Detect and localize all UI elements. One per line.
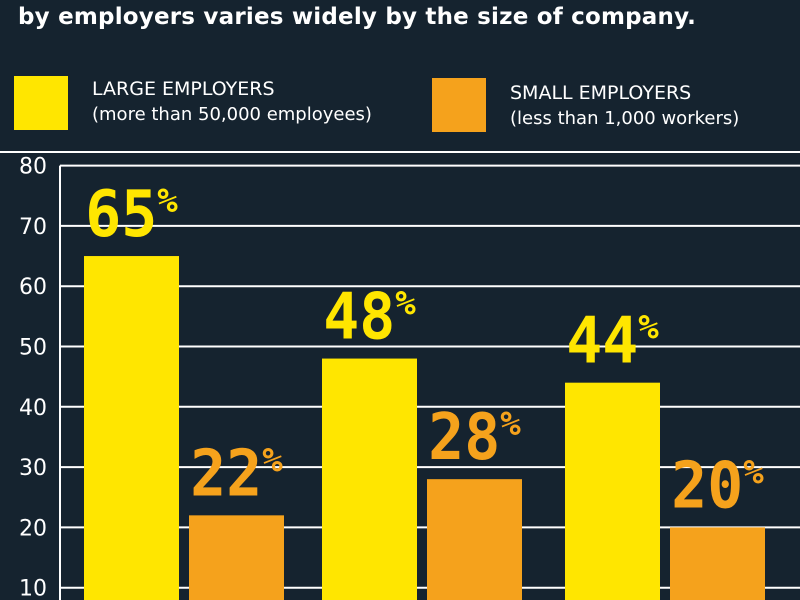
legend-swatch-small [432,78,486,132]
legend-swatch-large [14,76,68,130]
bar-large-3 [565,382,660,600]
legend-label-large: LARGE EMPLOYERS [92,78,275,100]
legend-label-small: SMALL EMPLOYERS [510,82,692,104]
data-label-large-1: 65% [85,178,178,252]
y-tick-label-50: 50 [19,336,47,361]
data-labels: 65% 48% 44% 22% 28% 20% [85,178,764,523]
y-tick-label-70: 70 [19,215,47,240]
bar-large-1 [84,256,179,600]
y-tick-label-30: 30 [19,456,47,481]
y-axis: 10 20 30 40 50 60 70 80 [19,155,61,600]
data-label-large-2: 48% [323,281,416,355]
bars [84,256,765,600]
bar-small-1 [189,515,284,600]
data-label-small-1: 22% [190,437,283,511]
y-tick-label-60: 60 [19,275,47,300]
legend-sublabel-large: (more than 50,000 employees) [92,104,372,125]
data-label-large-3: 44% [566,305,659,379]
y-tick-label-80: 80 [19,155,47,180]
y-tick-label-10: 10 [19,577,47,600]
legend-text-large: LARGE EMPLOYERS (more than 50,000 employ… [92,76,372,128]
bar-small-2 [427,479,522,600]
data-label-small-2: 28% [428,401,521,475]
legend-text-small: SMALL EMPLOYERS (less than 1,000 workers… [510,80,739,132]
y-tick-label-40: 40 [19,396,47,421]
bar-large-2 [322,358,417,600]
chart-subtitle: by employers varies widely by the size o… [18,4,697,30]
y-tick-label-20: 20 [19,516,47,541]
bar-small-3 [670,527,765,600]
data-label-small-3: 20% [671,449,764,523]
legend-sublabel-small: (less than 1,000 workers) [510,108,740,129]
